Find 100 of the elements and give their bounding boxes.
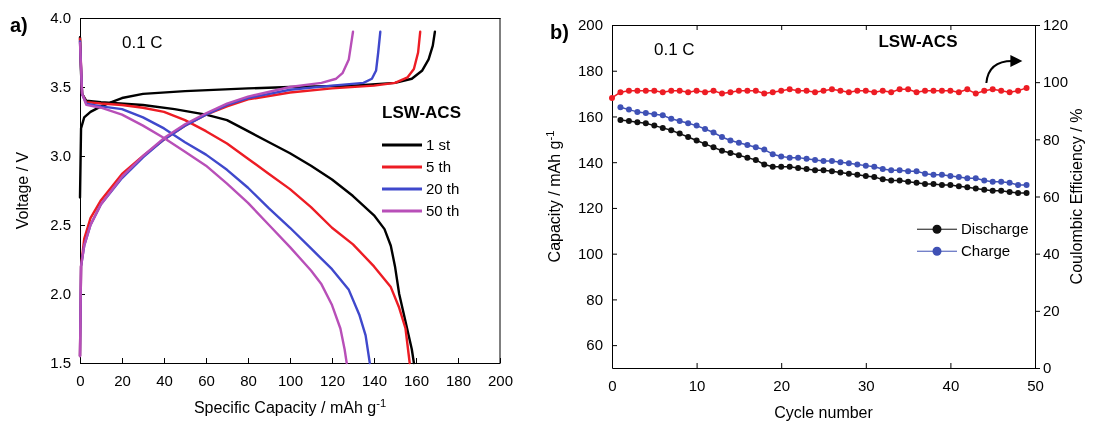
point (879, 176, 886, 183)
y2-tick-label: 40 (1043, 244, 1060, 262)
point (642, 120, 649, 127)
x-tick-label: 40 (942, 376, 960, 394)
legend-title: LSW-ACS (382, 103, 461, 122)
point (845, 170, 852, 177)
legend-label: 5 th (426, 158, 452, 175)
y-tick-label: 2.0 (50, 285, 71, 303)
point (659, 112, 666, 119)
point (938, 171, 945, 178)
point (1015, 190, 1022, 197)
x-tick-label: 40 (156, 371, 173, 389)
point (752, 156, 759, 163)
point (871, 174, 878, 181)
point (735, 152, 742, 159)
point (947, 182, 954, 189)
point (964, 184, 971, 191)
point (862, 162, 869, 169)
y-tick-label: 2.5 (50, 216, 71, 234)
point (964, 175, 971, 182)
point (693, 137, 700, 144)
point (922, 170, 929, 177)
point (812, 167, 819, 174)
point (617, 116, 624, 123)
point (769, 151, 776, 158)
y-tick-label: 80 (586, 290, 603, 308)
point (905, 178, 912, 185)
point (1023, 182, 1030, 189)
text: b) (550, 21, 569, 43)
point (676, 130, 683, 137)
point (803, 155, 810, 162)
x-tick-label: 140 (361, 371, 388, 389)
point (955, 174, 962, 181)
point (668, 127, 675, 134)
point (888, 177, 895, 184)
point (905, 168, 912, 175)
point (651, 122, 658, 129)
legend-label: 50 th (426, 202, 460, 219)
point (803, 166, 810, 173)
y2-tick-label: 60 (1043, 187, 1060, 205)
y-axis-title: Voltage / V (14, 151, 31, 230)
point (828, 168, 835, 175)
y2-tick-label: 80 (1043, 130, 1060, 148)
point (812, 156, 819, 163)
point (854, 171, 861, 178)
point (981, 177, 988, 184)
x-tick-label: 30 (857, 376, 875, 394)
point (989, 187, 996, 194)
point (685, 134, 692, 141)
point (888, 167, 895, 174)
point (930, 180, 937, 187)
point (1023, 190, 1030, 197)
point (871, 163, 878, 170)
point (913, 179, 920, 186)
point (837, 159, 844, 166)
legend-label: Discharge (961, 220, 1029, 238)
y-tick-label: 1.5 (50, 354, 71, 372)
point (981, 186, 988, 193)
point (896, 177, 903, 184)
point (727, 150, 734, 157)
y-tick-label: 180 (577, 62, 603, 80)
point (786, 163, 793, 170)
x-tick-label: 20 (114, 371, 131, 389)
point (727, 137, 734, 144)
point (761, 146, 768, 153)
point (668, 115, 675, 122)
y-tick-label: 200 (577, 16, 603, 34)
legend-label: 20 th (426, 180, 460, 197)
point (989, 178, 996, 185)
point (820, 158, 827, 165)
point (828, 158, 835, 165)
point (795, 164, 802, 171)
point (718, 134, 725, 141)
x-axis-title: Cycle number (774, 404, 874, 421)
y2-tick-label: 120 (1043, 16, 1069, 34)
point (845, 160, 852, 167)
point (778, 163, 785, 170)
legend-label: 1 st (426, 136, 452, 153)
point (1006, 188, 1013, 195)
annotation: 0.1 C (654, 40, 695, 59)
point (913, 168, 920, 175)
x-axis-title: Specific Capacity / mAh g$^{-1}$ (193, 397, 387, 416)
point (947, 172, 954, 179)
point (642, 110, 649, 117)
point (634, 108, 641, 115)
point (786, 154, 793, 161)
y2-axis-title: Coulombic Efficiency / % (1068, 108, 1085, 285)
point (795, 154, 802, 161)
point (659, 124, 666, 131)
point (625, 118, 632, 125)
point (651, 111, 658, 118)
point (896, 167, 903, 174)
y2-tick-label: 100 (1043, 73, 1069, 91)
x-tick-label: 60 (198, 371, 215, 389)
annotation: 0.1 C (122, 33, 163, 52)
legend-label: Charge (961, 242, 1011, 260)
x-tick-label: 160 (403, 371, 430, 389)
point (702, 140, 709, 147)
annotation: LSW-ACS (878, 32, 958, 51)
y-tick-label: 100 (577, 244, 603, 262)
